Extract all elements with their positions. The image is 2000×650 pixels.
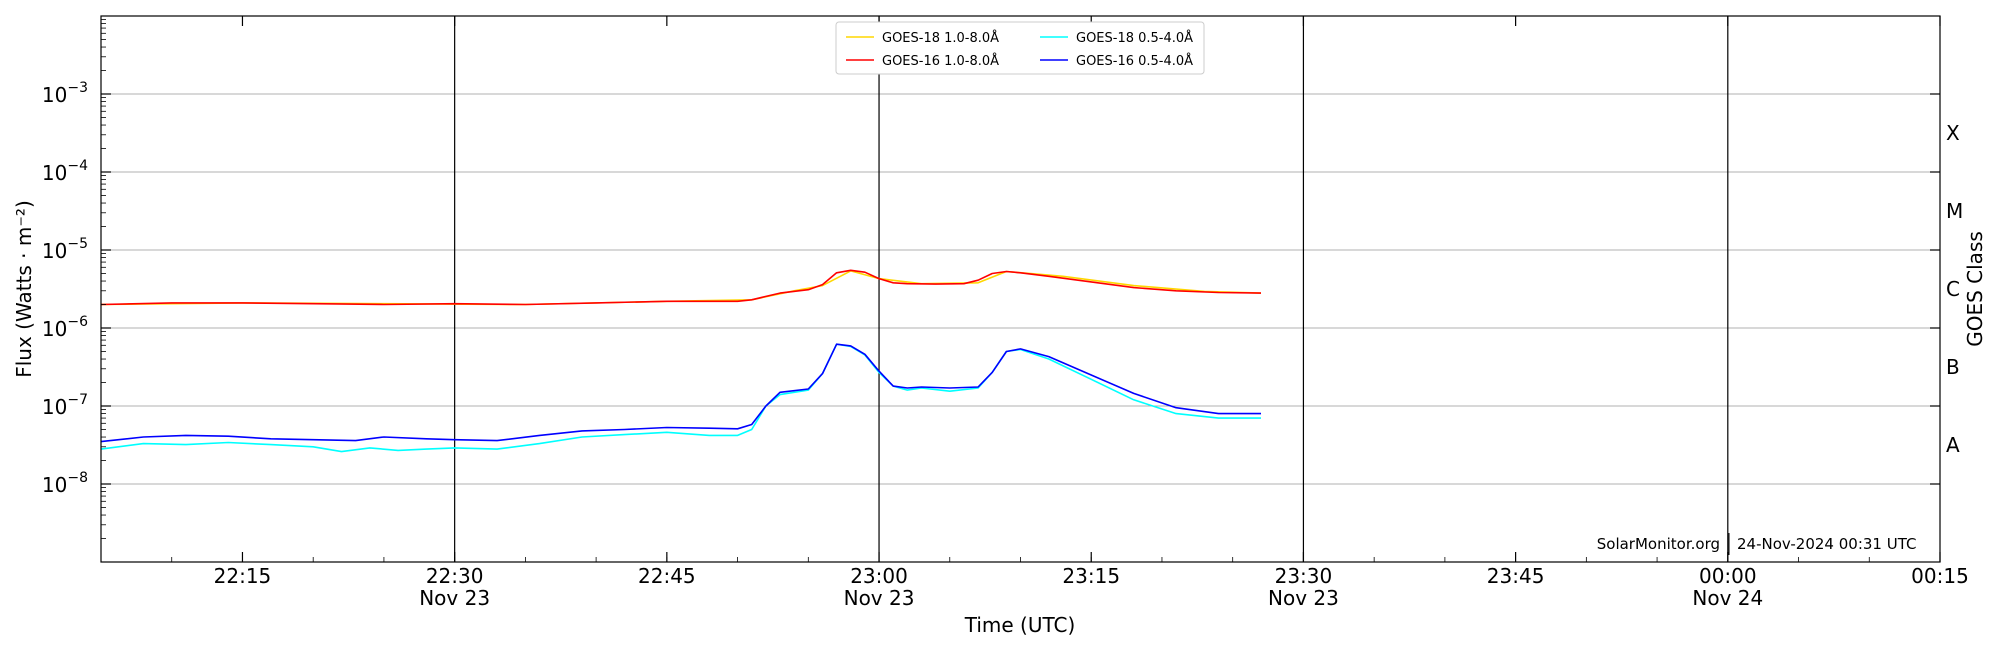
- series-line-1: [100, 269, 1262, 306]
- x-tick-date: Nov 23: [419, 586, 490, 610]
- y-tick-label: 10−7: [42, 392, 88, 419]
- y-tick-label: 10−6: [42, 314, 88, 341]
- y-tick-base: 10: [42, 473, 67, 497]
- goes-class-x: X: [1946, 121, 1960, 145]
- legend-label: GOES-16 1.0-8.0Å: [882, 53, 999, 69]
- y-tick-exponent: −3: [67, 80, 88, 96]
- credit-source: SolarMonitor.org: [1597, 535, 1720, 553]
- x-tick-date: Nov 24: [1692, 586, 1763, 610]
- goes-class-c: C: [1946, 277, 1960, 301]
- credit-time: 24-Nov-2024 00:31 UTC: [1737, 535, 1916, 553]
- x-tick-label: 00:15: [1911, 564, 1969, 588]
- y-tick-exponent: −4: [67, 158, 88, 174]
- series-line-2: [100, 343, 1261, 453]
- legend-label: GOES-18 1.0-8.0Å: [882, 30, 999, 46]
- x-tick-label: 22:45: [638, 564, 696, 588]
- series-layer: [100, 269, 1262, 453]
- y-tick-base: 10: [42, 317, 67, 341]
- x-axis-title: Time (UTC): [964, 613, 1076, 637]
- grid-layer: [101, 93, 1940, 485]
- series-line-3: [100, 343, 1261, 443]
- y-tick-base: 10: [42, 161, 67, 185]
- y-tick-label: 10−3: [42, 80, 88, 107]
- x-tick-label: 23:00: [850, 564, 908, 588]
- y-axis-title: Flux (Watts · m⁻²): [12, 200, 36, 378]
- y-tick-label: 10−4: [42, 158, 88, 185]
- y-tick-exponent: −7: [67, 392, 88, 408]
- y-tick-label: 10−8: [42, 470, 88, 497]
- x-tick-label: 22:30: [426, 564, 484, 588]
- legend-label: GOES-16 0.5-4.0Å: [1076, 53, 1193, 69]
- plot-frame: [100, 15, 1941, 563]
- y-tick-base: 10: [42, 239, 67, 263]
- y-tick-exponent: −6: [67, 314, 88, 330]
- y-tick-exponent: −5: [67, 236, 88, 252]
- x-tick-date: Nov 23: [1268, 586, 1339, 610]
- credit: SolarMonitor.org 24-Nov-2024 00:31 UTC: [1597, 533, 1916, 555]
- y-tick-base: 10: [42, 83, 67, 107]
- x-tick-date: Nov 23: [844, 586, 915, 610]
- y-axis-right-title: GOES Class: [1963, 231, 1987, 347]
- y-ticks: 10−810−710−610−510−410−3: [42, 19, 1940, 539]
- legend-label: GOES-18 0.5-4.0Å: [1076, 30, 1193, 46]
- x-tick-label: 22:15: [214, 564, 272, 588]
- y-tick-base: 10: [42, 395, 67, 419]
- x-tick-label: 00:00: [1699, 564, 1757, 588]
- goes-class-m: M: [1946, 199, 1963, 223]
- y-tick-label: 10−5: [42, 236, 88, 263]
- x-tick-label: 23:15: [1062, 564, 1120, 588]
- goes-class-a: A: [1946, 433, 1960, 457]
- series-line-0: [100, 270, 1262, 306]
- goes-class-labels: A B C M X: [1946, 121, 1963, 457]
- x-tick-label: 23:30: [1275, 564, 1333, 588]
- vertical-day-lines: [454, 16, 1729, 562]
- legend: GOES-18 1.0-8.0Å GOES-18 0.5-4.0Å GOES-16 …: [835, 21, 1205, 75]
- y-tick-exponent: −8: [67, 470, 88, 486]
- goes-class-b: B: [1946, 355, 1960, 379]
- legend-box: [835, 21, 1205, 75]
- x-tick-label: 23:45: [1487, 564, 1545, 588]
